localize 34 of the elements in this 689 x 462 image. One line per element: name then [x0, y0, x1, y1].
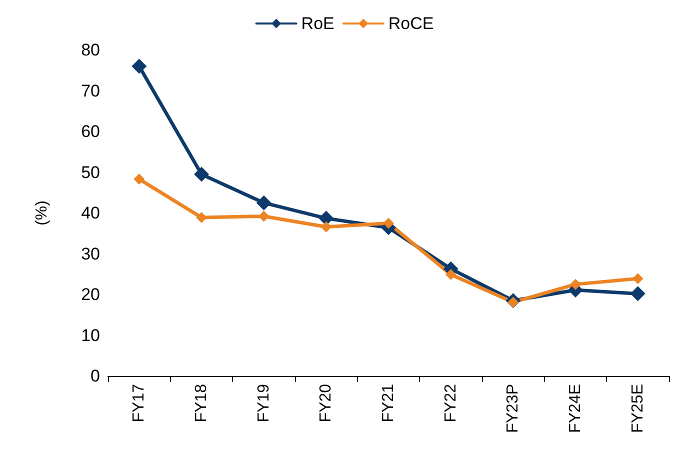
- point: [570, 278, 581, 290]
- point: [383, 218, 394, 229]
- point: [445, 269, 456, 280]
- x-tick-label: FY20: [318, 384, 335, 422]
- y-tick-label: 80: [81, 40, 100, 60]
- legend-label: RoCE: [388, 14, 434, 33]
- legend-label: RoE: [301, 14, 334, 33]
- point: [194, 166, 209, 182]
- x-tick-label: FY25E: [629, 384, 646, 433]
- x-tick-label: FY21: [380, 384, 397, 422]
- point: [132, 58, 147, 74]
- y-tick-label: 10: [81, 326, 100, 345]
- y-tick-label: 30: [81, 244, 100, 264]
- x-tick-label: FY24E: [567, 384, 584, 433]
- x-tick-label: FY19: [255, 384, 272, 422]
- x-tick-label: FY17: [130, 384, 148, 422]
- x-tick-label: FY23P: [504, 384, 522, 433]
- point: [256, 195, 272, 210]
- point: [258, 210, 270, 222]
- y-tick-label: 20: [81, 285, 100, 304]
- point: [632, 273, 644, 284]
- y-tick-label: 50: [81, 162, 100, 182]
- y-tick-label: 0: [90, 366, 100, 386]
- y-tick-label: 40: [81, 204, 100, 222]
- y-tick-label: 70: [81, 81, 100, 100]
- point: [318, 210, 334, 226]
- point: [320, 221, 332, 232]
- point: [196, 212, 207, 223]
- point: [630, 286, 646, 302]
- x-tick-label: FY22: [442, 384, 460, 422]
- y-axis-title: (%): [34, 200, 50, 226]
- point: [134, 174, 145, 185]
- x-tick-label: FY18: [193, 384, 210, 422]
- y-tick-label: 60: [81, 122, 100, 141]
